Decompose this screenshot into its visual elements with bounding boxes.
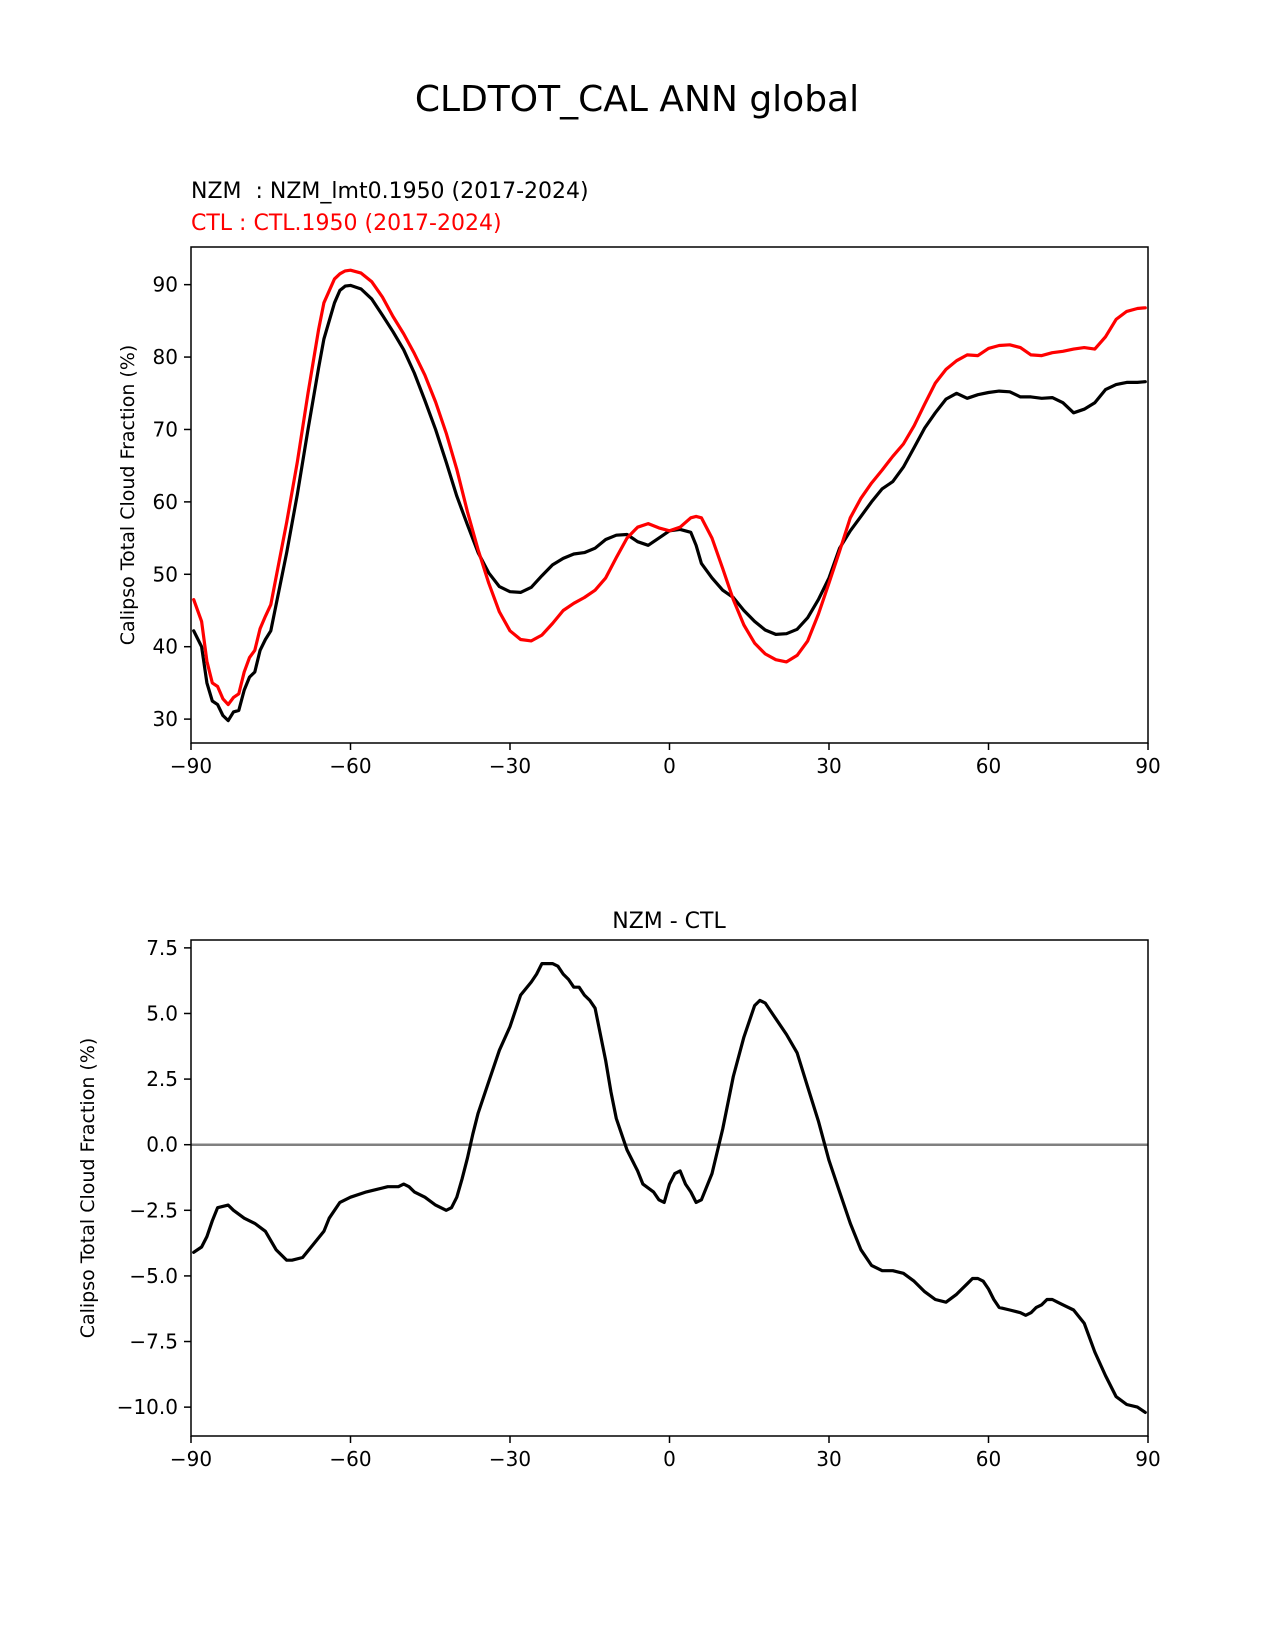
top-y-tick-label: 70 xyxy=(153,417,178,441)
bottom-x-axis: −90 −60 −30 0 30 60 90 xyxy=(170,1436,1161,1471)
bottom-x-tick-label: 30 xyxy=(816,1447,841,1471)
top-y-tick-label: 30 xyxy=(153,707,178,731)
bottom-x-tick-label: −90 xyxy=(170,1447,212,1471)
top-x-tick-label: −60 xyxy=(329,754,371,778)
top-chart: NZM : NZM_lmt0.1950 (2017-2024) CTL : CT… xyxy=(117,179,1161,778)
bottom-y-tick-label: −10.0 xyxy=(117,1395,178,1419)
bottom-series-layer xyxy=(191,961,1148,1415)
top-x-tick-label: 0 xyxy=(663,754,676,778)
top-y-tick-label: 40 xyxy=(153,635,178,659)
bottom-y-tick-label: 0.0 xyxy=(146,1133,178,1157)
figure-title: CLDTOT_CAL ANN global xyxy=(415,79,859,120)
bottom-y-axis: 7.5 5.0 2.5 0.0 −2.5 −5.0 −7.5 −10.0 xyxy=(117,936,191,1419)
top-series-layer xyxy=(192,268,1147,723)
bottom-chart: NZM - CTL Calipso Total Cloud Fraction (… xyxy=(77,909,1161,1471)
bottom-y-tick-label: −7.5 xyxy=(129,1330,178,1354)
top-y-tick-label: 90 xyxy=(153,273,178,297)
bottom-series-nzm-ctl xyxy=(192,961,1147,1415)
top-series-ctl xyxy=(192,268,1147,707)
bottom-x-tick-label: 60 xyxy=(976,1447,1001,1471)
bottom-x-tick-label: −60 xyxy=(329,1447,371,1471)
bottom-y-tick-label: −5.0 xyxy=(129,1264,178,1288)
bottom-x-tick-label: 0 xyxy=(663,1447,676,1471)
bottom-y-tick-label: −2.5 xyxy=(129,1198,178,1222)
top-x-tick-label: 90 xyxy=(1135,754,1160,778)
top-y-tick-label: 80 xyxy=(153,345,178,369)
top-y-tick-label: 50 xyxy=(153,562,178,586)
top-x-tick-label: 30 xyxy=(816,754,841,778)
top-subtitle-ctl: CTL : CTL.1950 (2017-2024) xyxy=(191,211,502,236)
top-y-axis-label: Calipso Total Cloud Fraction (%) xyxy=(117,345,139,646)
top-x-tick-label: −30 xyxy=(489,754,531,778)
top-x-tick-label: −90 xyxy=(170,754,212,778)
top-y-axis: 30 40 50 60 70 80 90 xyxy=(153,273,191,731)
top-x-tick-label: 60 xyxy=(976,754,1001,778)
top-subtitle-nzm: NZM : NZM_lmt0.1950 (2017-2024) xyxy=(191,179,589,204)
bottom-x-tick-label: −30 xyxy=(489,1447,531,1471)
bottom-y-tick-label: 7.5 xyxy=(146,936,178,960)
bottom-y-tick-label: 5.0 xyxy=(146,1001,178,1025)
bottom-x-tick-label: 90 xyxy=(1135,1447,1160,1471)
bottom-y-axis-label: Calipso Total Cloud Fraction (%) xyxy=(77,1038,99,1339)
bottom-y-tick-label: 2.5 xyxy=(146,1067,178,1091)
top-x-axis: −90 −60 −30 0 30 60 90 xyxy=(170,743,1161,778)
top-y-tick-label: 60 xyxy=(153,490,178,514)
bottom-title: NZM - CTL xyxy=(612,909,726,934)
top-series-nzm xyxy=(192,283,1147,723)
